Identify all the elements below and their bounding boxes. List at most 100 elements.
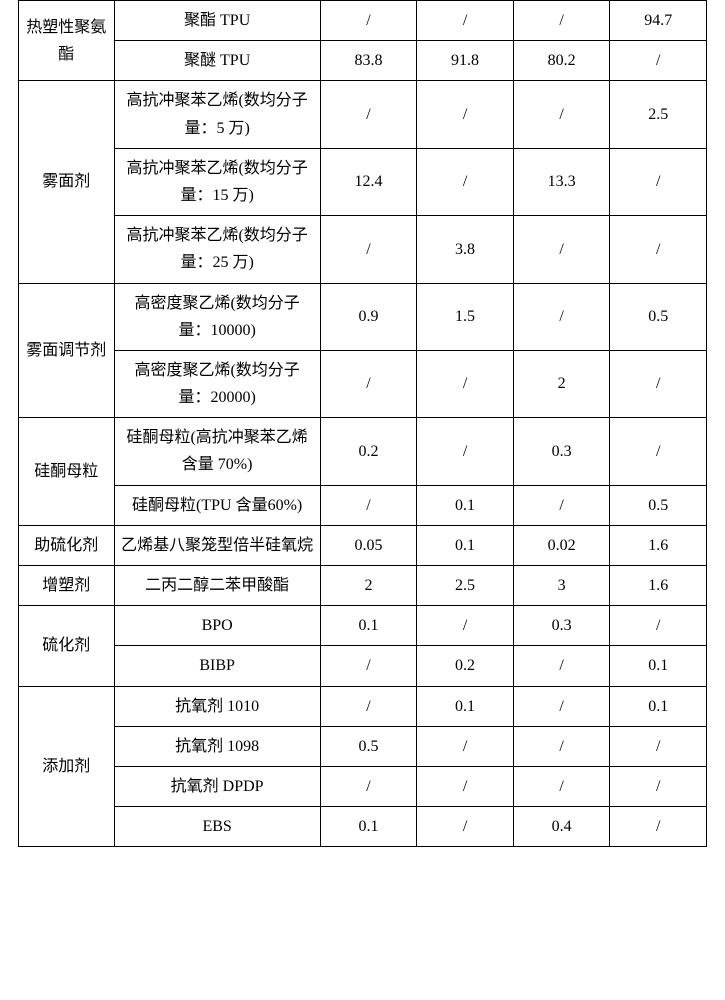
- table-row: 高抗冲聚苯乙烯(数均分子量：25 万)/3.8//: [19, 216, 707, 283]
- subcategory-cell: BIBP: [114, 646, 320, 686]
- category-cell: 硅酮母粒: [19, 418, 115, 526]
- value-cell: /: [610, 41, 707, 81]
- value-cell: /: [320, 646, 417, 686]
- category-cell: 热塑性聚氨酯: [19, 1, 115, 81]
- value-cell: 13.3: [513, 148, 610, 215]
- category-cell: 雾面调节剂: [19, 283, 115, 418]
- value-cell: /: [513, 646, 610, 686]
- value-cell: 0.9: [320, 283, 417, 350]
- value-cell: /: [320, 686, 417, 726]
- value-cell: /: [610, 606, 707, 646]
- subcategory-cell: 高密度聚乙烯(数均分子量：20000): [114, 350, 320, 417]
- value-cell: /: [320, 766, 417, 806]
- table-row: 高密度聚乙烯(数均分子量：20000)//2/: [19, 350, 707, 417]
- page: 热塑性聚氨酯聚酯 TPU///94.7聚醚 TPU83.891.880.2/雾面…: [0, 0, 725, 847]
- table-row: 热塑性聚氨酯聚酯 TPU///94.7: [19, 1, 707, 41]
- subcategory-cell: 二丙二醇二苯甲酸酯: [114, 566, 320, 606]
- value-cell: 1.6: [610, 525, 707, 565]
- subcategory-cell: 聚醚 TPU: [114, 41, 320, 81]
- subcategory-cell: 乙烯基八聚笼型倍半硅氧烷: [114, 525, 320, 565]
- value-cell: 0.3: [513, 418, 610, 485]
- category-cell: 添加剂: [19, 686, 115, 847]
- value-cell: /: [513, 766, 610, 806]
- table-row: 雾面剂高抗冲聚苯乙烯(数均分子量：5 万)///2.5: [19, 81, 707, 148]
- table-row: 添加剂抗氧剂 1010/0.1/0.1: [19, 686, 707, 726]
- value-cell: /: [417, 148, 514, 215]
- value-cell: 0.1: [610, 646, 707, 686]
- value-cell: 0.1: [417, 686, 514, 726]
- subcategory-cell: 聚酯 TPU: [114, 1, 320, 41]
- subcategory-cell: 硅酮母粒(高抗冲聚苯乙烯含量 70%): [114, 418, 320, 485]
- value-cell: 0.5: [610, 283, 707, 350]
- category-cell: 增塑剂: [19, 566, 115, 606]
- table-row: 高抗冲聚苯乙烯(数均分子量：15 万)12.4/13.3/: [19, 148, 707, 215]
- table-row: 助硫化剂乙烯基八聚笼型倍半硅氧烷0.050.10.021.6: [19, 525, 707, 565]
- value-cell: /: [513, 726, 610, 766]
- table-row: 雾面调节剂高密度聚乙烯(数均分子量：10000)0.91.5/0.5: [19, 283, 707, 350]
- value-cell: /: [513, 485, 610, 525]
- value-cell: 0.4: [513, 807, 610, 847]
- value-cell: /: [417, 1, 514, 41]
- value-cell: /: [610, 148, 707, 215]
- value-cell: /: [513, 216, 610, 283]
- subcategory-cell: EBS: [114, 807, 320, 847]
- value-cell: /: [417, 81, 514, 148]
- value-cell: 1.5: [417, 283, 514, 350]
- subcategory-cell: 硅酮母粒(TPU 含量60%): [114, 485, 320, 525]
- value-cell: 83.8: [320, 41, 417, 81]
- value-cell: /: [610, 216, 707, 283]
- subcategory-cell: 抗氧剂 DPDP: [114, 766, 320, 806]
- table-row: 抗氧剂 DPDP////: [19, 766, 707, 806]
- value-cell: /: [610, 766, 707, 806]
- value-cell: /: [610, 807, 707, 847]
- value-cell: 0.02: [513, 525, 610, 565]
- subcategory-cell: 高抗冲聚苯乙烯(数均分子量：5 万): [114, 81, 320, 148]
- value-cell: /: [417, 726, 514, 766]
- value-cell: 2.5: [610, 81, 707, 148]
- table-row: EBS0.1/0.4/: [19, 807, 707, 847]
- value-cell: /: [417, 350, 514, 417]
- value-cell: 0.1: [610, 686, 707, 726]
- subcategory-cell: 抗氧剂 1098: [114, 726, 320, 766]
- table-row: 抗氧剂 10980.5///: [19, 726, 707, 766]
- value-cell: /: [320, 485, 417, 525]
- value-cell: /: [320, 1, 417, 41]
- value-cell: /: [610, 418, 707, 485]
- subcategory-cell: BPO: [114, 606, 320, 646]
- subcategory-cell: 抗氧剂 1010: [114, 686, 320, 726]
- value-cell: 94.7: [610, 1, 707, 41]
- value-cell: /: [320, 350, 417, 417]
- category-cell: 硫化剂: [19, 606, 115, 686]
- table-row: 聚醚 TPU83.891.880.2/: [19, 41, 707, 81]
- table-row: 增塑剂二丙二醇二苯甲酸酯22.531.6: [19, 566, 707, 606]
- value-cell: 0.2: [417, 646, 514, 686]
- value-cell: 0.5: [610, 485, 707, 525]
- value-cell: 3.8: [417, 216, 514, 283]
- subcategory-cell: 高抗冲聚苯乙烯(数均分子量：25 万): [114, 216, 320, 283]
- composition-table: 热塑性聚氨酯聚酯 TPU///94.7聚醚 TPU83.891.880.2/雾面…: [18, 0, 707, 847]
- value-cell: /: [417, 418, 514, 485]
- value-cell: /: [513, 283, 610, 350]
- value-cell: /: [513, 1, 610, 41]
- value-cell: 3: [513, 566, 610, 606]
- value-cell: /: [417, 807, 514, 847]
- value-cell: 0.1: [320, 606, 417, 646]
- value-cell: /: [513, 686, 610, 726]
- value-cell: 80.2: [513, 41, 610, 81]
- table-row: BIBP/0.2/0.1: [19, 646, 707, 686]
- value-cell: 2: [513, 350, 610, 417]
- category-cell: 雾面剂: [19, 81, 115, 283]
- category-cell: 助硫化剂: [19, 525, 115, 565]
- value-cell: 2.5: [417, 566, 514, 606]
- value-cell: 0.1: [417, 525, 514, 565]
- value-cell: /: [320, 216, 417, 283]
- subcategory-cell: 高抗冲聚苯乙烯(数均分子量：15 万): [114, 148, 320, 215]
- value-cell: /: [417, 606, 514, 646]
- value-cell: 1.6: [610, 566, 707, 606]
- table-row: 硅酮母粒硅酮母粒(高抗冲聚苯乙烯含量 70%)0.2/0.3/: [19, 418, 707, 485]
- table-row: 硫化剂BPO0.1/0.3/: [19, 606, 707, 646]
- value-cell: /: [513, 81, 610, 148]
- value-cell: 0.1: [320, 807, 417, 847]
- value-cell: 2: [320, 566, 417, 606]
- value-cell: /: [320, 81, 417, 148]
